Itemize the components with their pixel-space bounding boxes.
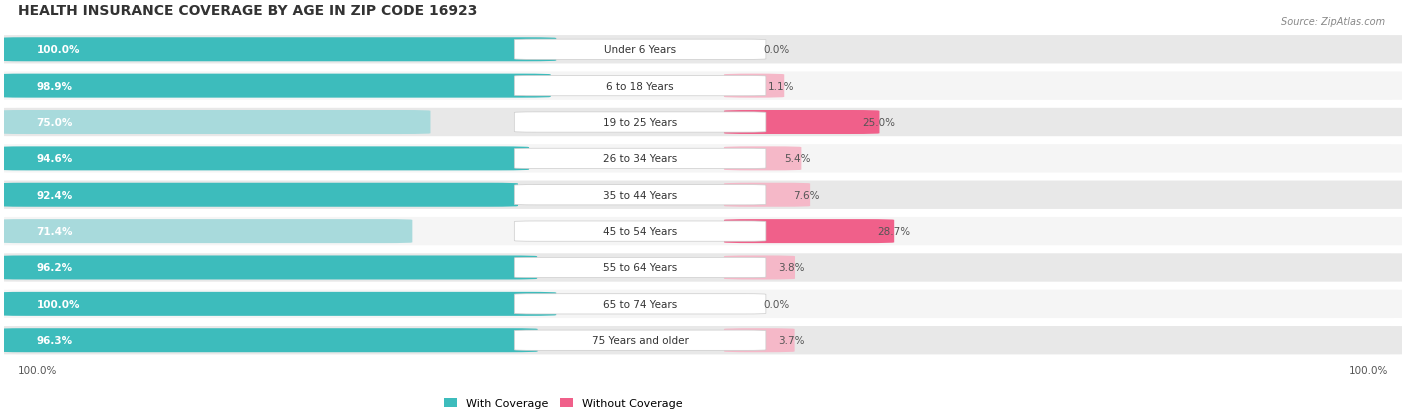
Text: 35 to 44 Years: 35 to 44 Years bbox=[603, 190, 678, 200]
Text: 28.7%: 28.7% bbox=[877, 227, 911, 237]
FancyBboxPatch shape bbox=[515, 40, 766, 60]
Text: 25.0%: 25.0% bbox=[863, 118, 896, 128]
Text: 19 to 25 Years: 19 to 25 Years bbox=[603, 118, 678, 128]
Text: 75 Years and older: 75 Years and older bbox=[592, 335, 689, 345]
FancyBboxPatch shape bbox=[0, 36, 1406, 64]
FancyBboxPatch shape bbox=[724, 74, 785, 98]
Text: 3.8%: 3.8% bbox=[779, 263, 804, 273]
Text: 75.0%: 75.0% bbox=[37, 118, 73, 128]
Text: 1.1%: 1.1% bbox=[768, 81, 794, 91]
FancyBboxPatch shape bbox=[0, 326, 1406, 354]
FancyBboxPatch shape bbox=[724, 111, 880, 135]
Text: 98.9%: 98.9% bbox=[37, 81, 72, 91]
FancyBboxPatch shape bbox=[724, 256, 794, 280]
FancyBboxPatch shape bbox=[724, 183, 810, 207]
FancyBboxPatch shape bbox=[0, 72, 1406, 101]
Text: 100.0%: 100.0% bbox=[37, 299, 80, 309]
FancyBboxPatch shape bbox=[0, 74, 551, 98]
FancyBboxPatch shape bbox=[0, 290, 1406, 318]
FancyBboxPatch shape bbox=[0, 292, 557, 316]
Text: 92.4%: 92.4% bbox=[37, 190, 73, 200]
FancyBboxPatch shape bbox=[515, 330, 766, 351]
FancyBboxPatch shape bbox=[0, 254, 1406, 282]
FancyBboxPatch shape bbox=[0, 183, 517, 207]
Text: 0.0%: 0.0% bbox=[763, 299, 789, 309]
FancyBboxPatch shape bbox=[724, 328, 794, 352]
Text: 6 to 18 Years: 6 to 18 Years bbox=[606, 81, 673, 91]
Text: 7.6%: 7.6% bbox=[793, 190, 820, 200]
Text: 94.6%: 94.6% bbox=[37, 154, 73, 164]
FancyBboxPatch shape bbox=[515, 294, 766, 314]
FancyBboxPatch shape bbox=[515, 258, 766, 278]
FancyBboxPatch shape bbox=[515, 185, 766, 205]
FancyBboxPatch shape bbox=[0, 111, 430, 135]
Text: 96.3%: 96.3% bbox=[37, 335, 73, 345]
FancyBboxPatch shape bbox=[0, 220, 412, 244]
Text: Source: ZipAtlas.com: Source: ZipAtlas.com bbox=[1281, 17, 1385, 26]
FancyBboxPatch shape bbox=[515, 149, 766, 169]
FancyBboxPatch shape bbox=[515, 76, 766, 97]
FancyBboxPatch shape bbox=[0, 38, 557, 62]
FancyBboxPatch shape bbox=[0, 328, 537, 352]
Text: 26 to 34 Years: 26 to 34 Years bbox=[603, 154, 678, 164]
FancyBboxPatch shape bbox=[0, 181, 1406, 209]
Text: 100.0%: 100.0% bbox=[1348, 365, 1388, 375]
Text: Under 6 Years: Under 6 Years bbox=[605, 45, 676, 55]
Text: 5.4%: 5.4% bbox=[785, 154, 811, 164]
FancyBboxPatch shape bbox=[724, 220, 894, 244]
Text: 0.0%: 0.0% bbox=[763, 45, 789, 55]
FancyBboxPatch shape bbox=[515, 221, 766, 242]
Text: 3.7%: 3.7% bbox=[778, 335, 804, 345]
FancyBboxPatch shape bbox=[0, 256, 537, 280]
Text: 65 to 74 Years: 65 to 74 Years bbox=[603, 299, 678, 309]
Text: 96.2%: 96.2% bbox=[37, 263, 73, 273]
FancyBboxPatch shape bbox=[0, 217, 1406, 246]
Text: 100.0%: 100.0% bbox=[37, 45, 80, 55]
Text: 100.0%: 100.0% bbox=[18, 365, 58, 375]
Text: HEALTH INSURANCE COVERAGE BY AGE IN ZIP CODE 16923: HEALTH INSURANCE COVERAGE BY AGE IN ZIP … bbox=[18, 4, 478, 17]
FancyBboxPatch shape bbox=[515, 113, 766, 133]
FancyBboxPatch shape bbox=[0, 145, 1406, 173]
Text: 55 to 64 Years: 55 to 64 Years bbox=[603, 263, 678, 273]
FancyBboxPatch shape bbox=[724, 147, 801, 171]
FancyBboxPatch shape bbox=[0, 109, 1406, 137]
Text: 71.4%: 71.4% bbox=[37, 227, 73, 237]
Legend: With Coverage, Without Coverage: With Coverage, Without Coverage bbox=[440, 394, 688, 413]
Text: 45 to 54 Years: 45 to 54 Years bbox=[603, 227, 678, 237]
FancyBboxPatch shape bbox=[0, 147, 529, 171]
